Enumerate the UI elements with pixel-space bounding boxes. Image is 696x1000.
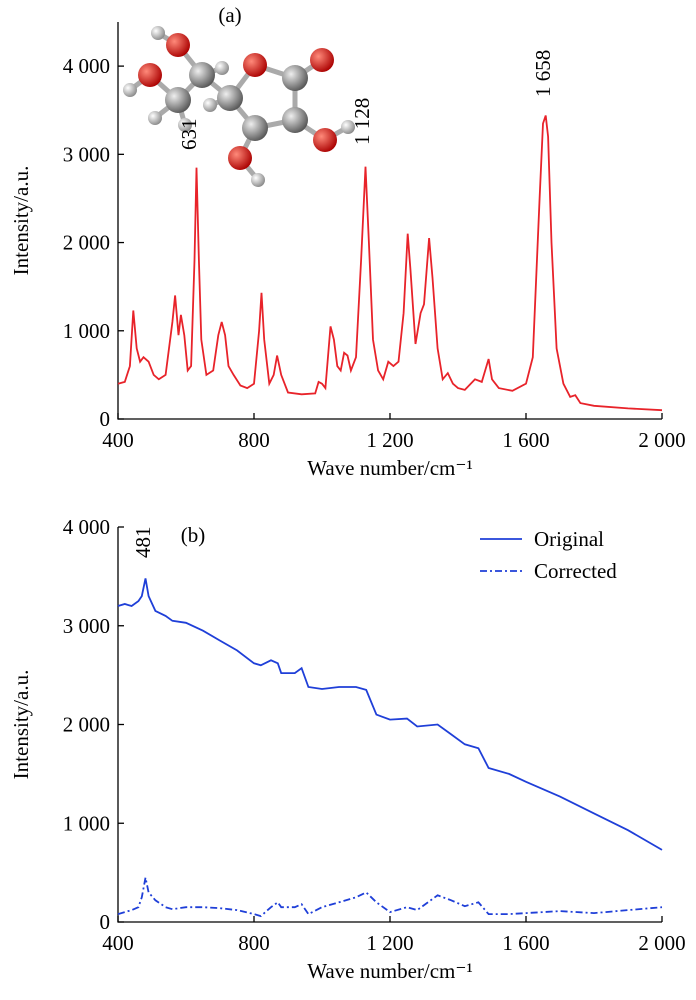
x-tick-label: 2 000	[638, 428, 685, 452]
annotation: (a)	[218, 3, 241, 27]
axes	[117, 527, 662, 923]
x-tick-label: 1 600	[502, 428, 549, 452]
x-tick-label: 1 200	[366, 931, 413, 955]
x-tick-label: 1 600	[502, 931, 549, 955]
series-line	[117, 115, 663, 412]
y-axis-label: Intensity/a.u.	[9, 166, 33, 276]
x-tick-label: 400	[102, 428, 134, 452]
x-tick-label: 2 000	[638, 931, 685, 955]
y-tick-label: 1 000	[63, 811, 110, 835]
y-tick-label: 0	[100, 910, 111, 934]
legend-label: Corrected	[534, 559, 617, 583]
annotation: 1 128	[350, 98, 374, 145]
y-tick-label: 2 000	[63, 713, 110, 737]
series-line	[117, 578, 663, 851]
y-tick-label: 1 000	[63, 319, 110, 343]
x-tick-label: 1 200	[366, 428, 413, 452]
x-tick-label: 400	[102, 931, 134, 955]
x-axis-label: Wave number/cm⁻¹	[307, 959, 473, 983]
x-tick-label: 800	[238, 931, 270, 955]
y-tick-label: 4 000	[63, 54, 110, 78]
annotation: 481	[131, 527, 155, 559]
annotation: 631	[177, 119, 201, 151]
molecule	[123, 26, 355, 187]
annotation: (b)	[181, 523, 206, 547]
annotation: 1 658	[531, 50, 555, 97]
x-axis-label: Wave number/cm⁻¹	[307, 456, 473, 480]
y-tick-label: 4 000	[63, 515, 110, 539]
y-tick-label: 0	[100, 407, 111, 431]
x-tick-label: 800	[238, 428, 270, 452]
series-line	[117, 877, 663, 918]
y-tick-label: 2 000	[63, 231, 110, 255]
y-tick-label: 3 000	[63, 142, 110, 166]
legend-label: Original	[534, 527, 604, 551]
y-axis-label: Intensity/a.u.	[9, 670, 33, 780]
y-tick-label: 3 000	[63, 614, 110, 638]
